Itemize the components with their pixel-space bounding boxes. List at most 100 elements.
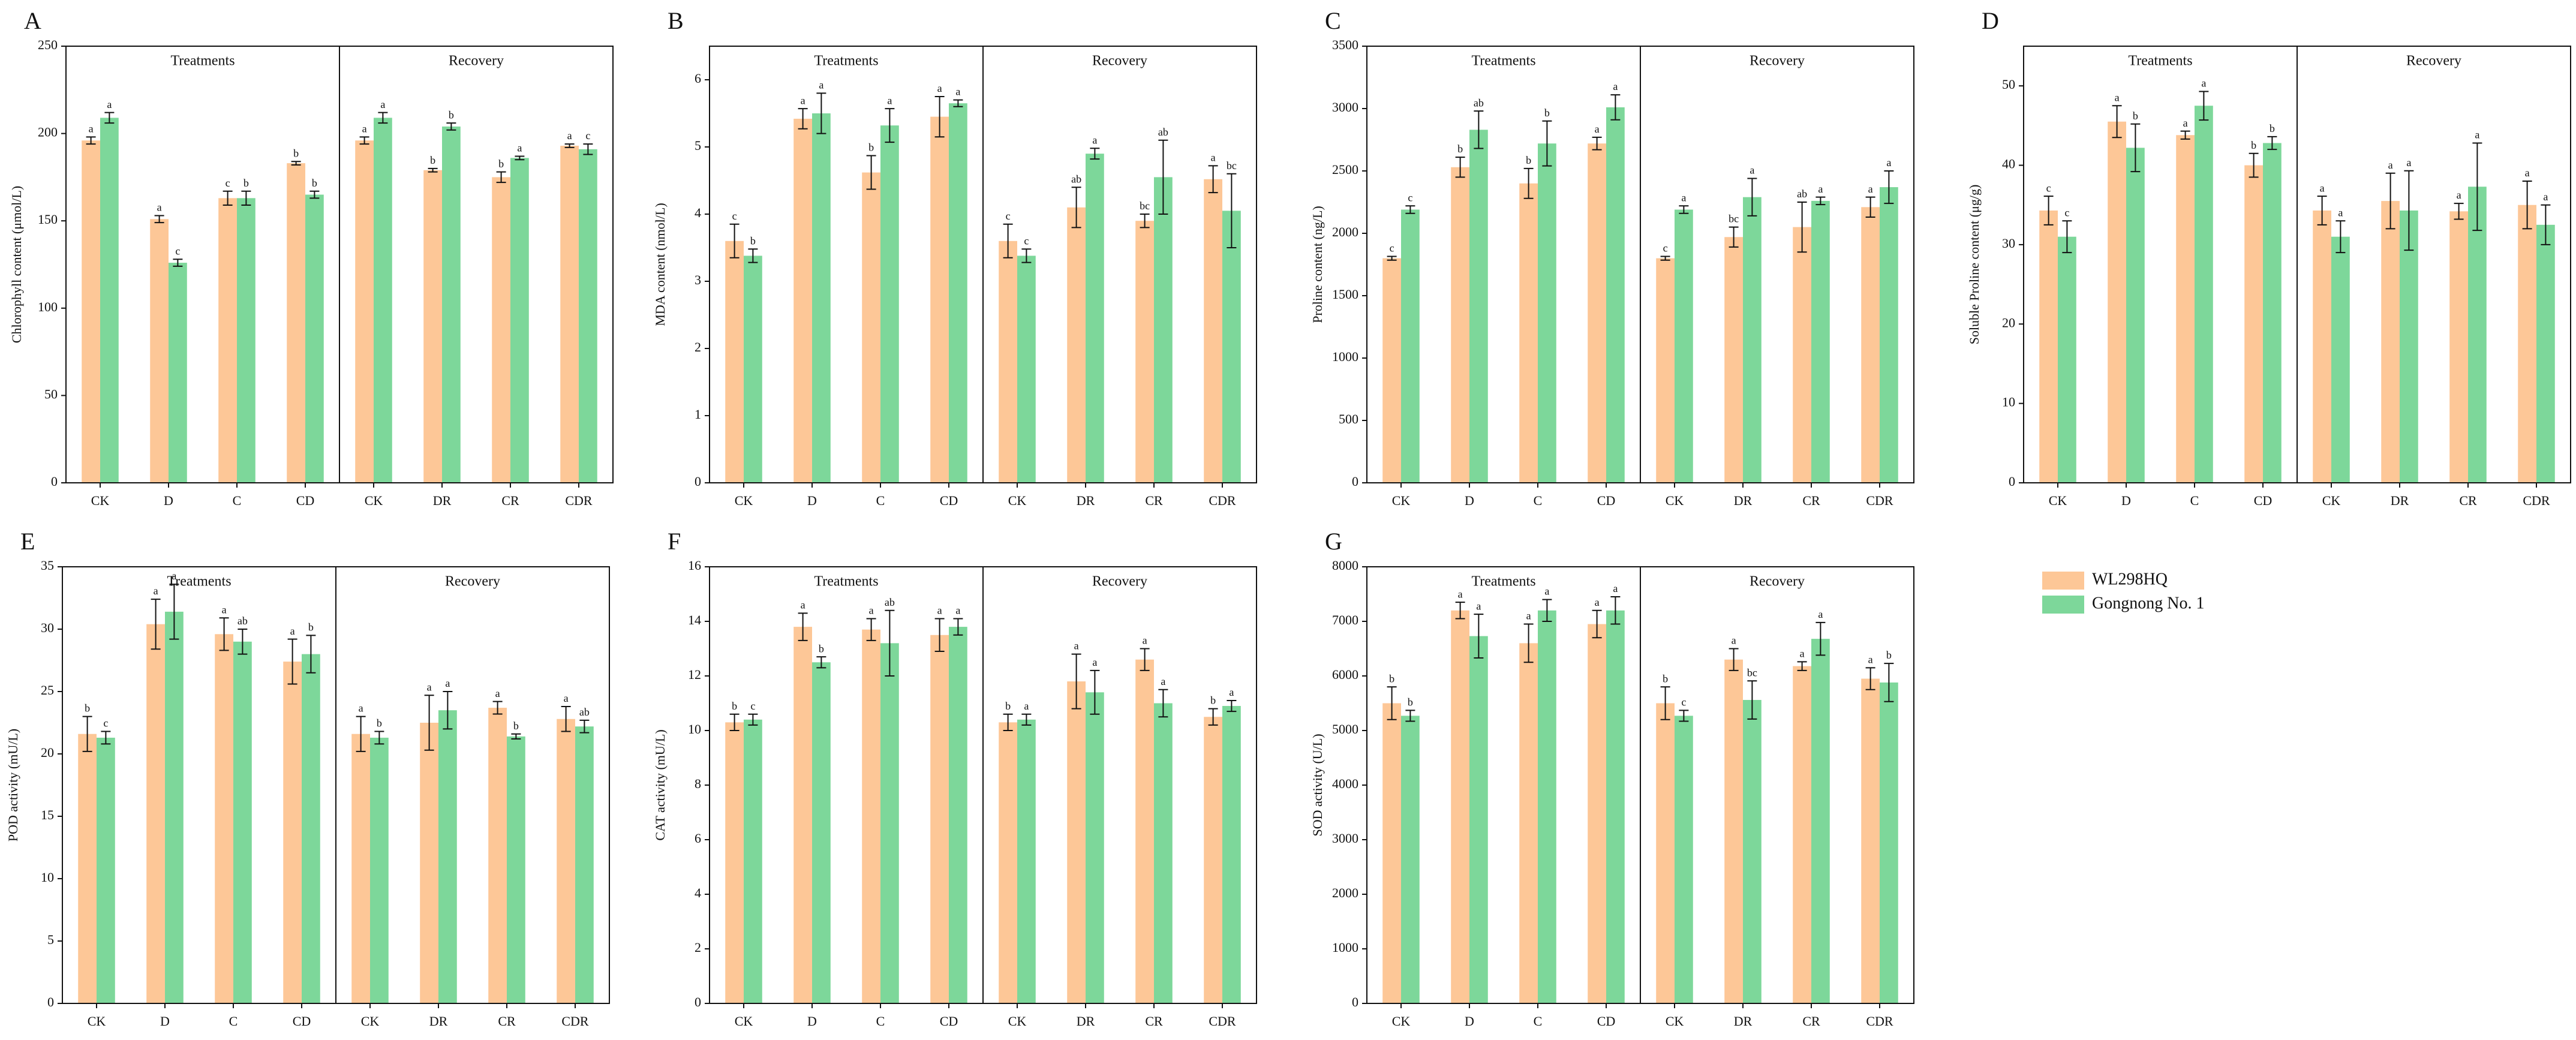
y-tick-label: 2000 xyxy=(1332,224,1358,239)
significance-letter: a xyxy=(2388,159,2393,171)
bar xyxy=(812,662,831,1003)
error-bar xyxy=(798,612,808,641)
y-tick-label: 0 xyxy=(51,474,58,489)
x-tick-label: CK xyxy=(1008,1014,1027,1029)
error-bar xyxy=(583,143,593,155)
plot-frame xyxy=(1366,46,1914,483)
error-bar xyxy=(1610,94,1621,121)
bar xyxy=(287,163,305,483)
y-tick-label: 3000 xyxy=(1332,100,1358,115)
x-tick-label: CR xyxy=(1145,1014,1163,1029)
error-bar xyxy=(1071,653,1081,710)
significance-letter: b xyxy=(312,177,317,189)
error-bar xyxy=(934,618,945,653)
significance-letter: c xyxy=(585,130,590,142)
bar xyxy=(999,722,1017,1003)
significance-letter: a xyxy=(1818,608,1823,620)
y-tick-label: 10 xyxy=(688,722,701,737)
error-bar xyxy=(1227,699,1237,713)
section-label: Recovery xyxy=(1092,53,1147,69)
panel-letter: D xyxy=(1982,7,1999,34)
error-bar xyxy=(1729,226,1739,248)
significance-letter: a xyxy=(2406,157,2411,169)
legend-swatch xyxy=(2042,596,2084,614)
x-tick-label: DR xyxy=(429,1014,448,1029)
bar xyxy=(1606,610,1625,1003)
bar xyxy=(2381,201,2400,483)
significance-letter: a xyxy=(1818,183,1823,195)
bar xyxy=(169,263,187,483)
y-tick-label: 100 xyxy=(38,299,58,314)
y-axis-label: POD activity (mU/L) xyxy=(5,729,20,841)
significance-letter: a xyxy=(2115,91,2120,103)
x-tick-label: CD xyxy=(1597,1014,1616,1029)
error-bar xyxy=(816,656,826,669)
significance-letter: a xyxy=(1868,183,1873,195)
error-bar xyxy=(1542,120,1552,167)
error-bar xyxy=(1729,648,1739,671)
error-bar xyxy=(729,223,740,259)
bar xyxy=(2468,187,2487,483)
significance-letter: a xyxy=(1868,653,1873,665)
error-bar xyxy=(1815,621,1826,656)
bar xyxy=(575,726,594,1003)
section-label: Treatments xyxy=(2128,53,2192,69)
error-bar xyxy=(1592,609,1602,639)
error-bar xyxy=(169,584,179,640)
significance-letter: c xyxy=(732,210,737,222)
error-bar xyxy=(1021,248,1032,263)
bar xyxy=(1469,130,1488,483)
x-tick-label: DR xyxy=(1077,1014,1095,1029)
error-bar xyxy=(885,609,895,677)
error-bar xyxy=(1208,708,1218,726)
error-bar xyxy=(2267,136,2277,151)
bar xyxy=(1861,678,1880,1003)
bar xyxy=(1067,207,1086,483)
significance-letter: c xyxy=(1408,191,1412,203)
significance-letter: a xyxy=(801,94,805,106)
bar xyxy=(793,627,812,1003)
significance-letter: a xyxy=(1229,686,1234,698)
error-bar xyxy=(2062,220,2072,254)
error-bar xyxy=(1884,170,1894,205)
significance-letter: a xyxy=(1526,610,1531,622)
bar xyxy=(2058,236,2076,483)
panel: F CAT activity (mU/L) 0 2 4 6 8 10 12 14 16 Treatme… xyxy=(653,528,1257,1029)
x-tick-label: CDR xyxy=(1209,1014,1236,1029)
y-tick-label: 2500 xyxy=(1332,162,1358,177)
significance-letter: b xyxy=(1457,143,1463,155)
error-bar xyxy=(2180,130,2190,140)
x-tick-label: CDR xyxy=(1209,493,1236,508)
significance-letter: b xyxy=(1663,672,1668,684)
bar xyxy=(1017,256,1036,483)
y-tick-label: 0 xyxy=(1352,994,1358,1009)
bar xyxy=(2331,236,2350,483)
y-tick-label: 14 xyxy=(688,612,701,627)
bar xyxy=(1519,183,1538,483)
y-tick-label: 2 xyxy=(695,339,701,354)
x-tick-label: C xyxy=(876,493,885,508)
error-bar xyxy=(287,638,297,685)
y-tick-label: 30 xyxy=(2002,236,2015,251)
significance-letter: a xyxy=(955,605,960,617)
bar xyxy=(1067,681,1086,1003)
legend-swatch xyxy=(2042,572,2084,590)
y-tick-label: 8 xyxy=(695,776,701,791)
significance-letter: a xyxy=(1092,656,1097,668)
significance-letter: c xyxy=(1006,210,1011,222)
significance-letter: a xyxy=(427,681,432,693)
error-bar xyxy=(101,731,111,745)
error-bar xyxy=(443,691,453,730)
significance-letter: a xyxy=(1595,123,1600,135)
significance-letter: b xyxy=(819,642,824,654)
error-bar xyxy=(154,215,164,224)
x-tick-label: CD xyxy=(1597,493,1616,508)
section-label: Recovery xyxy=(1750,53,1805,69)
section-label: Recovery xyxy=(449,53,504,69)
x-tick-label: C xyxy=(233,493,242,508)
x-tick-label: DR xyxy=(1734,1014,1753,1029)
x-tick-label: CK xyxy=(735,1014,753,1029)
bar xyxy=(1222,211,1241,483)
y-tick-label: 4000 xyxy=(1332,776,1358,791)
section-label: Treatments xyxy=(814,574,878,590)
